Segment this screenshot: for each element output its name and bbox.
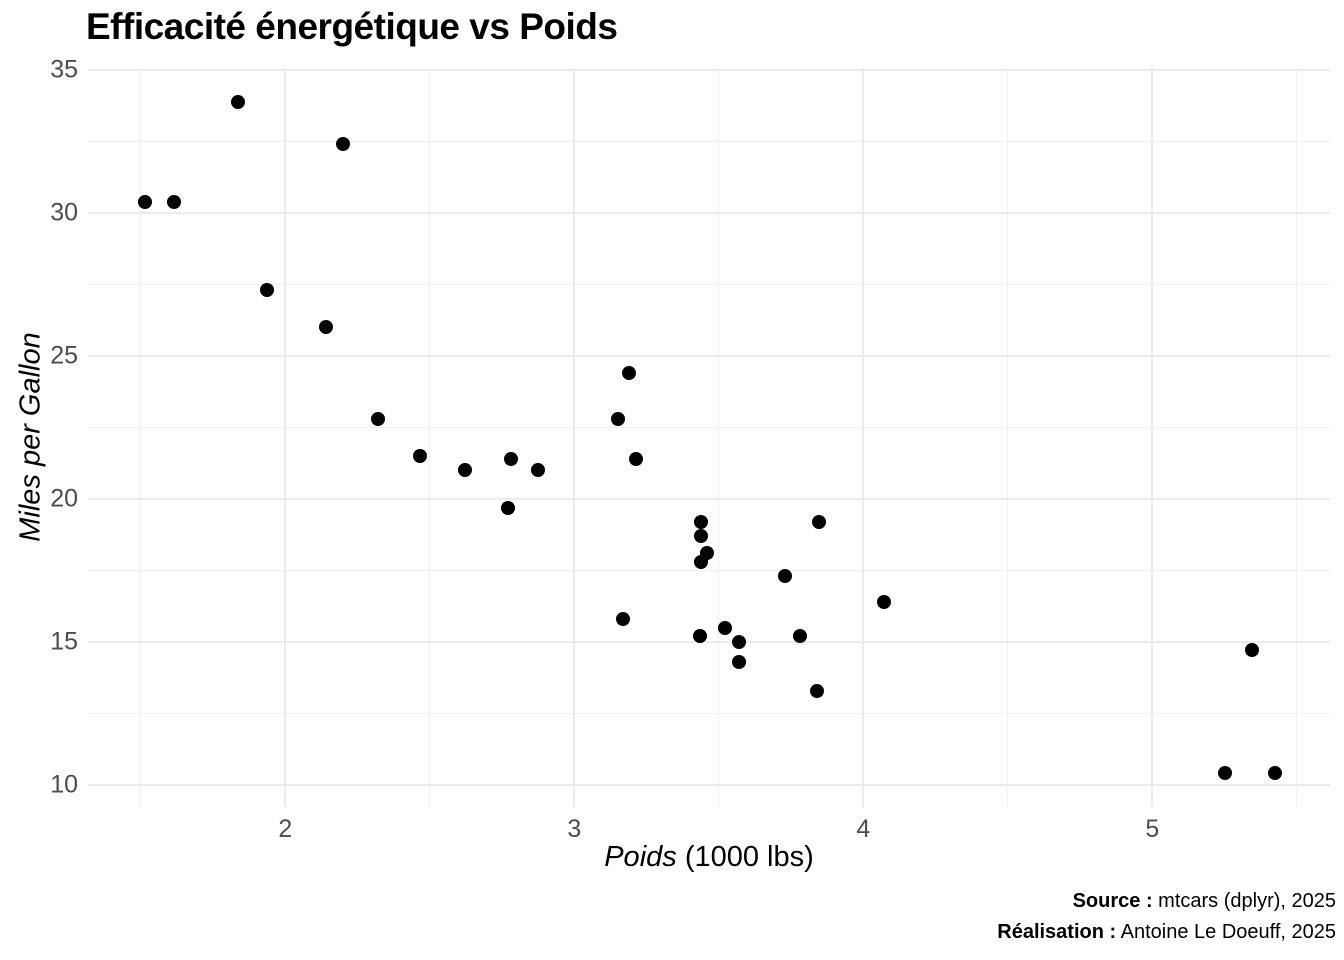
gridline-y-minor [88,712,1330,714]
data-point [792,629,807,644]
data-point [336,137,351,152]
data-point [500,500,515,515]
data-point [778,569,793,584]
data-point [717,620,732,635]
data-point [876,594,891,609]
gridline-x-major [573,68,576,807]
gridline-y-major [88,497,1330,500]
gridline-y-minor [88,426,1330,428]
gridline-x-major [284,68,287,807]
gridline-x-major [862,68,865,807]
data-point [732,634,747,649]
caption-author-text: Antoine Le Doeuff, 2025 [1116,921,1336,943]
data-point [629,451,644,466]
caption-source-line: Source : mtcars (dplyr), 2025 [997,886,1336,917]
data-point [137,194,152,209]
data-point [259,283,274,298]
gridline-y-minor [88,569,1330,571]
data-point [1217,766,1232,781]
caption-source-label: Source : [1072,890,1153,912]
data-point [732,654,747,669]
data-point [622,366,637,381]
data-point [616,612,631,627]
gridline-x-minor [1007,68,1009,807]
gridline-y-major [88,640,1330,643]
gridline-x-minor [1296,68,1298,807]
gridline-x-minor [429,68,431,807]
data-point [412,449,427,464]
x-axis-title-italic: Poids [604,841,677,873]
gridline-x-minor [140,68,142,807]
x-axis-tick-label: 2 [278,815,293,843]
x-axis-title-unit: (1000 lbs) [676,841,814,873]
data-point [610,411,625,426]
gridline-y-minor [88,284,1330,286]
gridline-y-major [88,783,1330,786]
data-point [230,94,245,109]
x-axis-tick-label: 4 [856,815,871,843]
x-axis-tick-label: 3 [567,815,582,843]
gridline-y-major [88,69,1330,72]
x-axis-tick-label: 5 [1145,815,1160,843]
data-point [167,194,182,209]
y-axis-tick-label: 20 [50,484,78,513]
data-point [318,320,333,335]
data-point [694,529,709,544]
caption: Source : mtcars (dplyr), 2025 Réalisatio… [997,886,1336,948]
data-point [811,514,826,529]
y-axis-tick-label: 35 [50,55,78,84]
data-point [694,514,709,529]
gridline-y-major [88,355,1330,358]
data-point [810,683,825,698]
data-point [694,554,709,569]
gridline-y-minor [88,141,1330,143]
data-point [1267,766,1282,781]
caption-source-text: mtcars (dplyr), 2025 [1152,890,1336,912]
y-axis-tick-label: 10 [50,770,78,799]
data-point [693,629,708,644]
y-axis-tick-label: 25 [50,341,78,370]
gridline-x-major [1151,68,1154,807]
y-axis-tick-label: 15 [50,627,78,656]
data-point [370,411,385,426]
gridline-y-major [88,212,1330,215]
plot-panel [88,68,1330,807]
y-axis-tick-label: 30 [50,198,78,227]
caption-author-label: Réalisation : [997,921,1117,943]
caption-author-line: Réalisation : Antoine Le Doeuff, 2025 [997,917,1336,948]
x-axis-title: Poids (1000 lbs) [88,841,1330,874]
data-point [1244,643,1259,658]
data-point [503,451,518,466]
chart-title: Efficacité énergétique vs Poids [86,6,618,47]
data-point [457,463,472,478]
gridline-x-minor [718,68,720,807]
data-point [531,463,546,478]
